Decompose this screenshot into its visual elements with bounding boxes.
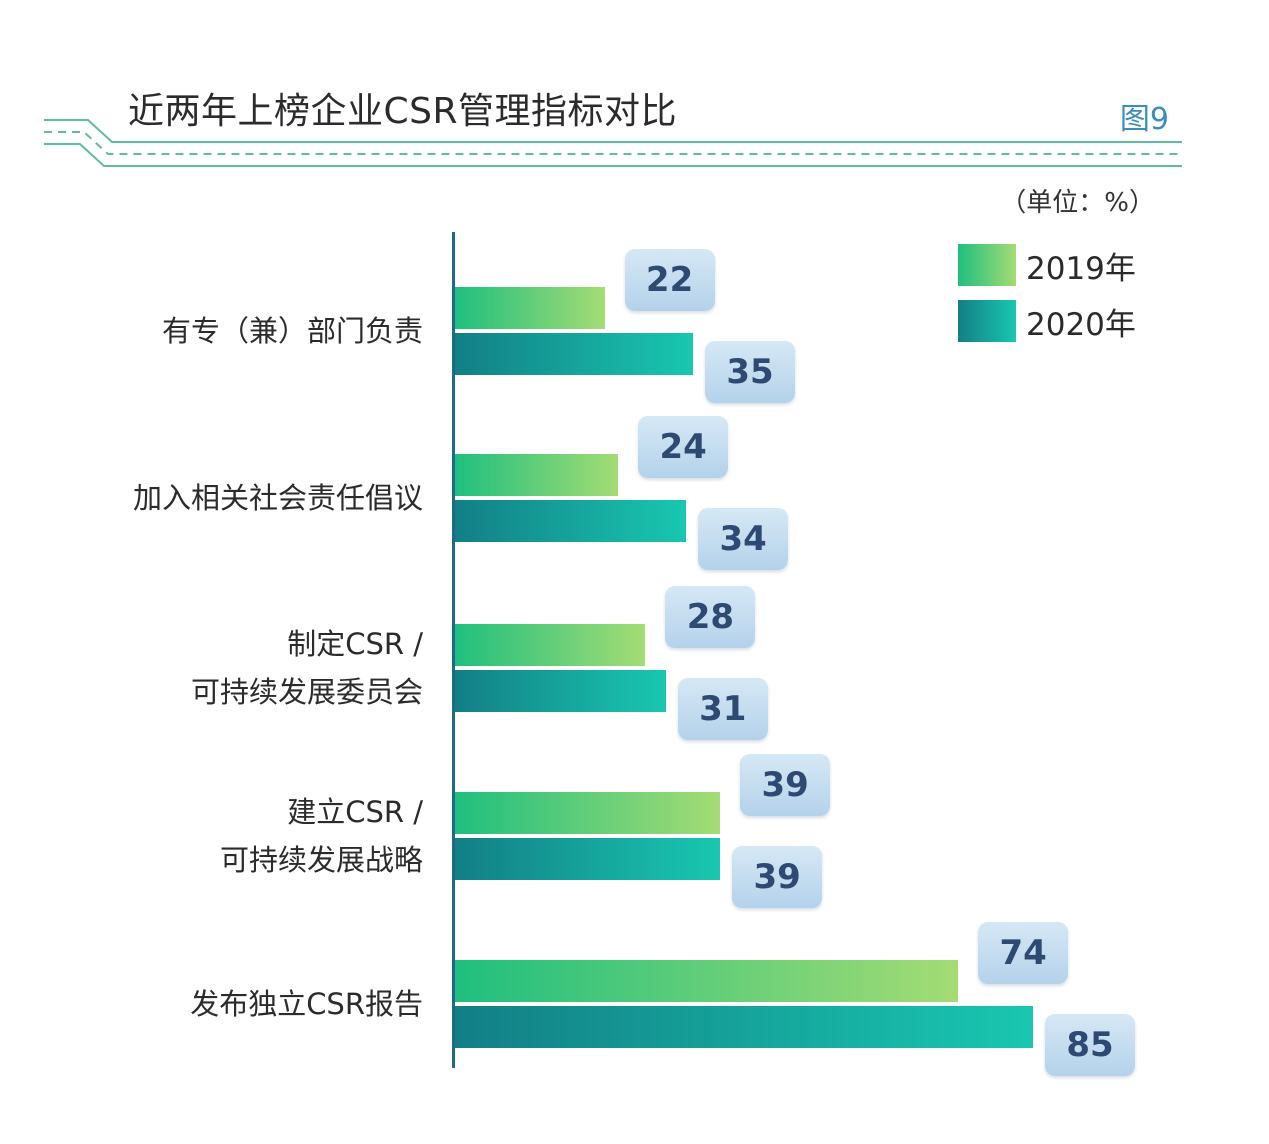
bar-2-0 <box>455 624 646 666</box>
bar-3-0 <box>455 792 721 834</box>
bar-0-0 <box>455 287 605 329</box>
data-label-3-1: 39 <box>732 846 823 908</box>
bar-1-1 <box>455 500 687 542</box>
data-label-3-0: 39 <box>740 754 831 816</box>
bar-3-1 <box>455 838 721 880</box>
category-label-line: 有专（兼）部门负责 <box>161 314 423 348</box>
legend-swatch-0 <box>958 244 1016 286</box>
category-label-3: 建立CSR / 可持续发展战略 <box>220 788 423 884</box>
bar-2-1 <box>455 670 666 712</box>
data-label-4-1: 85 <box>1045 1014 1135 1076</box>
data-label-2-1: 31 <box>677 678 768 740</box>
bar-1-0 <box>455 454 619 496</box>
data-label-4-0: 74 <box>978 922 1069 984</box>
category-label-line: 建立CSR / <box>287 795 423 829</box>
legend-label-1: 2020年 <box>1026 306 1136 343</box>
chart-title: 近两年上榜企业CSR管理指标对比 <box>128 91 678 132</box>
category-label-line: 加入相关社会责任倡议 <box>132 481 423 515</box>
legend-label-0: 2019年 <box>1026 250 1136 287</box>
category-label-line: 可持续发展委员会 <box>190 675 423 709</box>
y-axis-line <box>452 232 455 1068</box>
category-label-line: 发布独立CSR报告 <box>190 987 423 1021</box>
unit-label: （单位：%） <box>1000 188 1155 218</box>
bar-4-0 <box>455 960 959 1002</box>
data-label-1-1: 34 <box>698 508 789 570</box>
legend-item-1: 2020年 <box>958 299 1136 343</box>
category-label-line: 制定CSR / <box>287 627 423 661</box>
data-label-0-0: 22 <box>624 249 715 311</box>
data-label-0-1: 35 <box>705 341 795 403</box>
category-label-line: 可持续发展战略 <box>219 843 423 877</box>
legend-item-0: 2019年 <box>958 243 1136 287</box>
category-label-1: 加入相关社会责任倡议 <box>133 474 423 522</box>
title-decor-lines <box>44 119 1182 167</box>
bar-4-1 <box>455 1006 1033 1048</box>
bar-0-1 <box>455 333 693 375</box>
legend-swatch-1 <box>958 300 1016 342</box>
figure-number: 图9 <box>1119 102 1169 137</box>
data-label-2-0: 28 <box>665 586 756 648</box>
data-label-1-0: 24 <box>638 416 729 478</box>
category-label-0: 有专（兼）部门负责 <box>162 307 423 355</box>
category-label-4: 发布独立CSR报告 <box>190 980 423 1028</box>
category-label-2: 制定CSR / 可持续发展委员会 <box>191 620 423 716</box>
